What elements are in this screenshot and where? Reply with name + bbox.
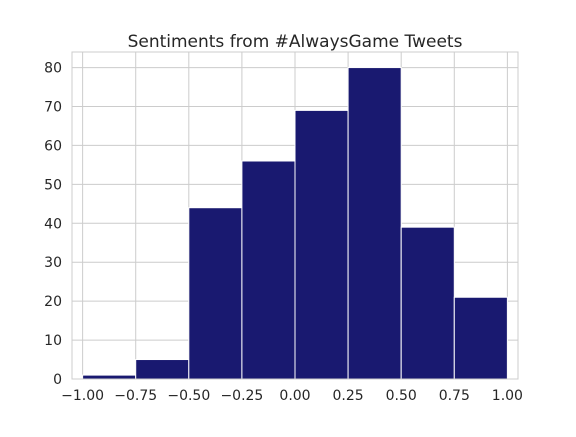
- x-tick-label: 0.50: [386, 388, 417, 404]
- y-tick-label: 0: [53, 372, 62, 388]
- x-tick-label: −0.50: [167, 388, 210, 404]
- y-tick-label: 30: [44, 255, 62, 271]
- histogram-bar: [400, 226, 455, 380]
- x-tick-label: 1.00: [492, 388, 523, 404]
- y-axis-tick-labels: 0 10 20 30 40 50 60 70 80: [44, 61, 62, 388]
- y-tick-label: 70: [44, 100, 62, 116]
- x-tick-label: −0.75: [114, 388, 157, 404]
- y-tick-label: 60: [44, 138, 62, 154]
- histogram-bars: [82, 67, 508, 380]
- x-tick-label: 0.75: [439, 388, 470, 404]
- histogram-bar: [82, 374, 137, 380]
- y-tick-label: 80: [44, 61, 62, 77]
- chart-title: Sentiments from #AlwaysGame Tweets: [128, 32, 463, 52]
- histogram-bar: [188, 207, 243, 380]
- y-tick-label: 40: [44, 216, 62, 232]
- histogram-bar: [241, 160, 296, 380]
- histogram-bar: [347, 67, 402, 380]
- x-axis-tick-labels: −1.00 −0.75 −0.50 −0.25 0.00 0.25 0.50 0.75 1.00: [61, 388, 523, 404]
- x-tick-label: 0.00: [279, 388, 310, 404]
- x-tick-label: −1.00: [61, 388, 104, 404]
- histogram-bar: [453, 296, 508, 380]
- x-tick-label: 0.25: [333, 388, 364, 404]
- y-tick-label: 20: [44, 294, 62, 310]
- y-tick-label: 50: [44, 177, 62, 193]
- axes-frame: [71, 51, 519, 380]
- y-tick-label: 10: [44, 333, 62, 349]
- x-tick-label: −0.25: [220, 388, 263, 404]
- histogram-bar: [135, 359, 190, 380]
- histogram-bar: [294, 109, 349, 380]
